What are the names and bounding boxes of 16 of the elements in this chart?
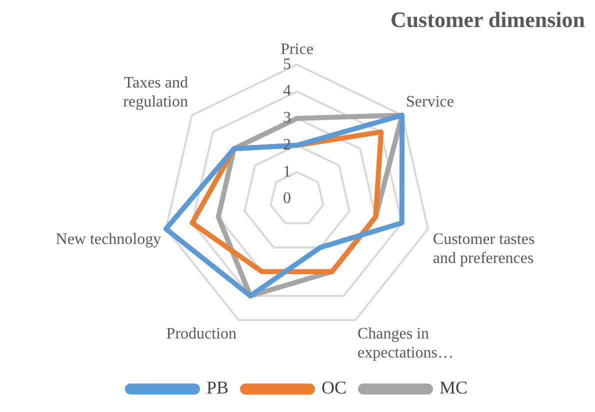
legend-label: OC [322, 378, 347, 398]
spoke-label: Customer tastes and preferences [432, 230, 535, 268]
spoke-label: Service [406, 94, 454, 111]
spoke-label: Price [280, 41, 314, 58]
y-tick-label: 5 [283, 56, 291, 73]
y-tick-label: 1 [283, 163, 291, 180]
y-tick-label: 0 [283, 190, 291, 208]
spoke-label: Changes in expectations… [357, 325, 454, 362]
spoke-label: New technology [56, 230, 162, 248]
y-tick-label: 4 [283, 82, 291, 100]
chart-title: Customer dimension [390, 6, 585, 32]
spoke-label: Production [166, 325, 237, 342]
spoke-label: Taxes and regulation [123, 74, 188, 111]
legend-label: PB [206, 378, 229, 398]
legend-label: MC [440, 378, 468, 398]
y-tick-label: 3 [283, 110, 291, 127]
